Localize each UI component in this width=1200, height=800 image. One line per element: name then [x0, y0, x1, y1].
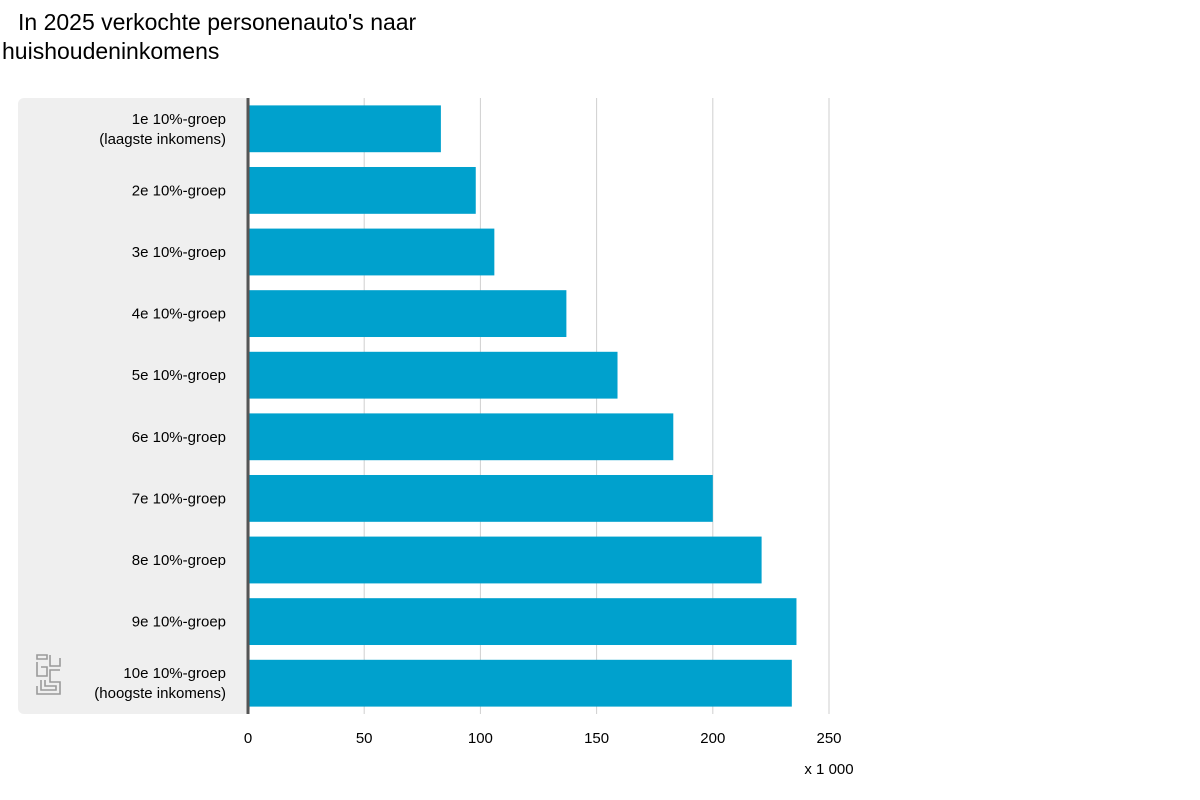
bar	[248, 105, 441, 153]
x-tick-label: 250	[816, 730, 841, 747]
bar	[248, 659, 792, 707]
x-tick-label: 150	[584, 730, 609, 747]
category-label: 10e 10%-groep	[123, 665, 226, 682]
chart-title: In 2025 verkochte personenauto's naar hu…	[2, 9, 417, 64]
category-label: 7e 10%-groep	[132, 490, 226, 507]
x-tick-label: 50	[356, 730, 373, 747]
x-tick-label: 200	[700, 730, 725, 747]
bars	[248, 105, 797, 707]
category-label: 3e 10%-groep	[132, 244, 226, 261]
category-label-panel	[18, 98, 250, 714]
category-label: 4e 10%-groep	[132, 306, 226, 323]
bar	[248, 166, 476, 214]
category-labels: 1e 10%-groep (laagste inkomens) 2e 10%-gro…	[94, 111, 226, 702]
bar	[248, 351, 618, 399]
x-tick-label: 100	[468, 730, 493, 747]
bar	[248, 413, 674, 461]
x-unit-label: x 1 000	[804, 761, 853, 778]
category-label: (hoogste inkomens)	[94, 685, 226, 702]
category-label: 2e 10%-groep	[132, 182, 226, 199]
bar	[248, 228, 495, 276]
bar	[248, 474, 713, 522]
bar	[248, 536, 762, 584]
category-label: 9e 10%-groep	[132, 614, 226, 631]
category-label: (laagste inkomens)	[99, 131, 226, 148]
x-tick-labels: 0 50 100 150 200 250	[244, 730, 842, 747]
category-label: 5e 10%-groep	[132, 367, 226, 384]
x-tick-label: 0	[244, 730, 252, 747]
category-label: 6e 10%-groep	[132, 429, 226, 446]
category-label: 1e 10%-groep	[132, 111, 226, 128]
category-label: 8e 10%-groep	[132, 552, 226, 569]
bar	[248, 598, 797, 646]
bar	[248, 290, 567, 338]
cbs-logo-icon	[36, 654, 61, 695]
